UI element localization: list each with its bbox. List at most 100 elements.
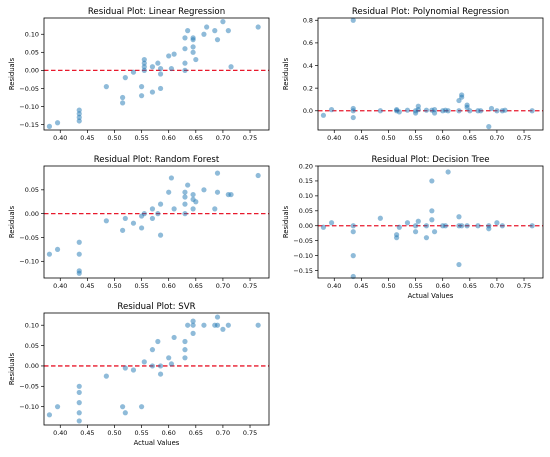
y-tick-label: −0.10 <box>19 403 39 411</box>
scatter-point <box>445 169 451 175</box>
x-tick-label: 0.55 <box>408 134 422 142</box>
scatter-point <box>120 94 126 101</box>
scatter-point <box>103 373 109 379</box>
y-tick-label: 0.20 <box>299 162 313 170</box>
scatter-point <box>166 189 172 195</box>
scatter-point <box>182 347 188 353</box>
scatter-point <box>185 322 191 328</box>
x-axis-label: Actual Values <box>408 292 454 300</box>
axes-frame <box>43 17 270 131</box>
chart-title: Residual Plot: Linear Regression <box>88 7 225 17</box>
scatter-point <box>415 103 421 109</box>
x-tick-label: 0.55 <box>134 134 148 142</box>
scatter-point <box>138 93 145 99</box>
x-tick-label: 0.75 <box>517 134 531 142</box>
x-tick-label: 0.45 <box>354 134 368 142</box>
y-tick-label: 0.10 <box>25 31 39 39</box>
x-tick-label: 0.40 <box>53 134 67 142</box>
scatter-point <box>149 215 156 222</box>
x-tick-label: 0.70 <box>216 429 230 437</box>
scatter-point <box>157 371 164 377</box>
y-axis-label: Residuals <box>8 57 16 90</box>
scatter-point <box>138 225 145 231</box>
scatter-point <box>220 326 226 332</box>
y-tick-label: 0.05 <box>25 342 39 350</box>
y-tick-label: 0.8 <box>303 17 313 25</box>
scatter-point <box>404 107 411 113</box>
scatter-point <box>149 89 156 95</box>
scatter-point <box>185 182 191 188</box>
scatter-point <box>190 37 196 43</box>
scatter-point <box>499 223 505 229</box>
x-tick-label: 0.50 <box>107 134 121 142</box>
scatter-point <box>182 201 188 207</box>
scatter-point <box>120 404 126 410</box>
scatter-point <box>190 322 196 328</box>
scatter-point <box>122 410 128 416</box>
scatter-point <box>166 53 172 59</box>
scatter-point <box>76 418 82 424</box>
scatter-point <box>456 214 462 220</box>
x-tick-label: 0.75 <box>243 429 257 437</box>
x-tick-label: 0.45 <box>354 282 368 290</box>
scatter-point <box>431 107 438 113</box>
chart-panel: Residual Plot: Linear Regression 0.40 0.45… <box>8 7 270 142</box>
y-tick-label: 0.05 <box>25 49 39 57</box>
scatter-point <box>193 56 199 63</box>
x-tick-label: 0.40 <box>327 282 341 290</box>
scatter-point <box>54 246 61 253</box>
scatter-point <box>394 235 400 241</box>
y-tick-label: −0.05 <box>293 237 313 245</box>
scatter-point <box>502 107 508 113</box>
scatter-point <box>138 84 145 90</box>
y-tick-label: −0.05 <box>19 383 39 391</box>
scatter-point <box>141 67 147 73</box>
scatter-point <box>46 412 53 418</box>
scatter-point <box>350 229 356 235</box>
scatter-point <box>76 251 82 257</box>
x-tick-label: 0.65 <box>463 134 477 142</box>
scatter-point <box>46 251 53 257</box>
scatter-point <box>415 218 421 224</box>
scatter-point <box>220 19 226 25</box>
x-tick-label: 0.65 <box>189 282 203 290</box>
scatter-point <box>328 220 335 226</box>
y-tick-label: 0.0 <box>303 107 313 115</box>
scatter-point <box>320 224 327 230</box>
scatter-point <box>141 64 147 70</box>
x-tick-label: 0.55 <box>134 429 148 437</box>
scatter-point <box>193 199 199 205</box>
chart-title: Residual Plot: Decision Tree <box>371 155 489 165</box>
y-tick-label: 0.10 <box>299 192 313 200</box>
scatter-point <box>54 120 61 126</box>
scatter-point <box>76 111 82 117</box>
scatter-point <box>166 355 172 361</box>
scatter-point <box>214 37 221 43</box>
chart-panel: Residual Plot: Random Forest 0.40 0.45 0.50… <box>8 155 270 290</box>
scatter-point <box>429 208 435 214</box>
scatter-point <box>488 105 495 112</box>
x-tick-label: 0.50 <box>107 429 121 437</box>
scatter-point <box>214 189 221 195</box>
scatter-point <box>130 69 137 75</box>
scatter-point <box>122 365 128 371</box>
scatter-point <box>182 35 188 41</box>
scatter-point <box>445 108 451 114</box>
y-tick-label: −0.10 <box>19 258 39 266</box>
scatter-point <box>76 118 82 124</box>
scatter-point <box>201 187 207 193</box>
y-tick-label: 0.00 <box>25 210 39 218</box>
axes-frame <box>317 165 544 279</box>
scatter-point <box>529 223 535 229</box>
scatter-point <box>423 235 430 241</box>
x-tick-label: 0.55 <box>408 282 422 290</box>
x-tick-label: 0.50 <box>381 282 395 290</box>
scatter-point <box>328 107 335 113</box>
scatter-point <box>76 389 82 396</box>
x-tick-label: 0.75 <box>243 282 257 290</box>
x-tick-label: 0.55 <box>134 282 148 290</box>
scatter-point <box>76 107 82 113</box>
scatter-point <box>423 223 430 229</box>
scatter-point <box>171 334 177 341</box>
